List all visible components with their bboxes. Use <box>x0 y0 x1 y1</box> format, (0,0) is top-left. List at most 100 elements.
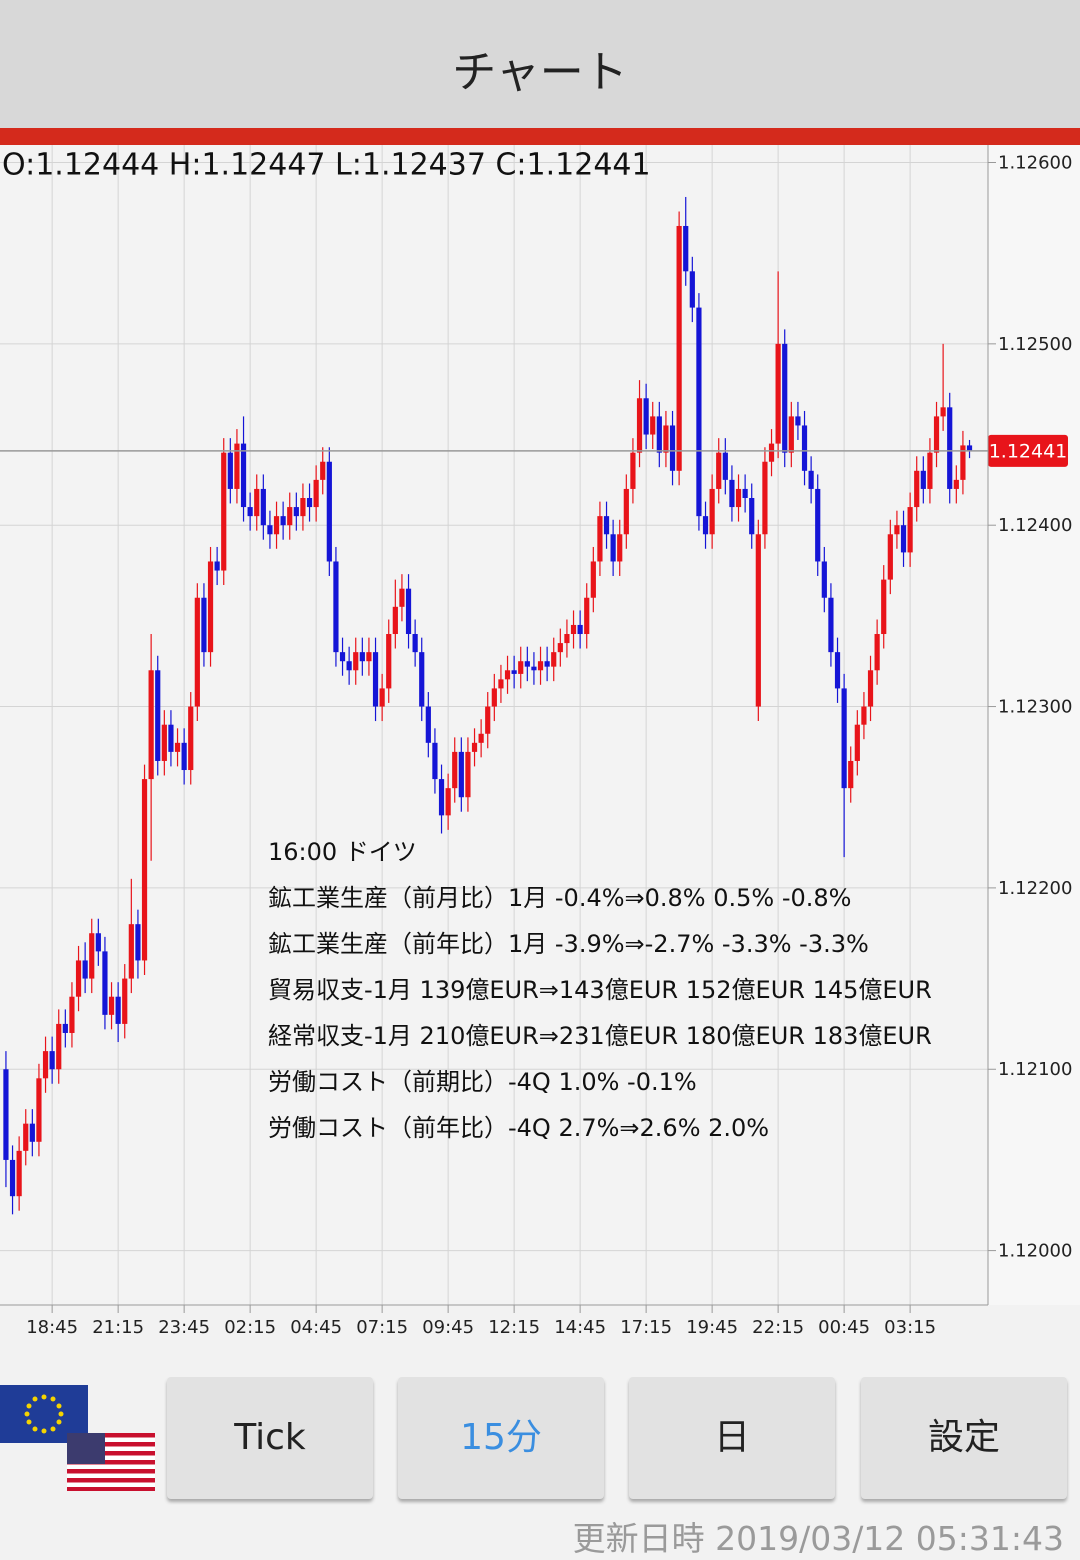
candle-body <box>590 561 596 598</box>
candle-body <box>386 634 392 689</box>
candle-body <box>141 779 148 961</box>
timeframe-button[interactable]: 設定 <box>861 1377 1067 1499</box>
candle-body <box>729 479 735 508</box>
candle-body <box>89 933 95 979</box>
x-tick-label: 12:15 <box>488 1317 540 1338</box>
y-tick-label: 1.12100 <box>998 1059 1072 1080</box>
candle-body <box>933 416 940 453</box>
candle-body <box>102 951 108 1015</box>
candle-body <box>623 488 629 535</box>
candle-body <box>485 706 491 734</box>
candle-body <box>306 498 313 508</box>
news-line: 16:00 ドイツ <box>268 838 417 866</box>
x-tick-label: 04:45 <box>290 1317 342 1338</box>
candle-body <box>207 561 214 653</box>
candle-body <box>36 1078 42 1142</box>
last-price-box <box>988 434 1068 467</box>
x-tick-label: 19:45 <box>686 1317 738 1338</box>
x-tick-label: 14:45 <box>554 1317 606 1338</box>
candle-body <box>795 416 801 426</box>
candle-body <box>346 661 352 671</box>
candle-body <box>498 679 504 689</box>
candle-body <box>867 670 874 707</box>
x-tick-label: 21:15 <box>92 1317 144 1338</box>
news-line: 労働コスト（前期比）-4Q 1.0% -0.1% <box>268 1068 697 1096</box>
candle-body <box>326 461 332 562</box>
candle-body <box>254 488 260 517</box>
candle-body <box>914 470 920 508</box>
candle-body <box>887 534 893 580</box>
candle-body <box>828 597 834 653</box>
candle-body <box>399 588 405 607</box>
candle-body <box>75 960 82 997</box>
candle-body <box>372 652 379 707</box>
candle-body <box>782 343 788 453</box>
timeframe-button[interactable]: 15分 <box>398 1377 604 1499</box>
candle-body <box>617 534 623 562</box>
candle-body <box>788 416 794 453</box>
candle-body <box>801 425 808 471</box>
candle-body <box>702 516 709 535</box>
candle-body <box>379 688 385 707</box>
y-tick-label: 1.12400 <box>998 515 1072 536</box>
candle-body <box>471 742 478 752</box>
x-tick-label: 23:45 <box>158 1317 210 1338</box>
candle-body <box>478 733 484 743</box>
candle-body <box>95 933 101 952</box>
candle-body <box>650 416 656 435</box>
candle-body <box>636 398 643 453</box>
y-tick-label: 1.12600 <box>998 153 1072 174</box>
candle-body <box>181 742 187 771</box>
candle-body <box>821 561 827 598</box>
x-tick-label: 02:15 <box>224 1317 276 1338</box>
candle-body <box>62 1023 68 1033</box>
timeframe-button[interactable]: Tick <box>167 1377 373 1499</box>
candle-body <box>881 579 887 635</box>
candle-body <box>155 670 161 761</box>
candle-body <box>504 670 511 680</box>
candle-body <box>762 461 768 535</box>
chart: 1.12441 O:1.12444 H:1.12447 L:1.12437 C:… <box>0 145 1073 1338</box>
candle-body <box>907 507 913 553</box>
candle-body <box>603 516 610 535</box>
candle-body <box>696 307 702 517</box>
us-flag <box>67 1433 155 1491</box>
candle-body <box>174 742 181 752</box>
candle-body <box>557 643 563 653</box>
candle-body <box>353 652 359 671</box>
currency-pair-flags[interactable] <box>0 1385 160 1505</box>
candle-body <box>768 443 775 462</box>
y-tick-label: 1.12300 <box>998 697 1072 718</box>
candle-body <box>518 661 524 674</box>
candle-body <box>544 661 550 667</box>
candle-body <box>122 978 128 1024</box>
candle-body <box>848 760 854 789</box>
candle-body <box>511 670 517 674</box>
y-tick-label: 1.12000 <box>998 1241 1072 1262</box>
y-tick-label: 1.12200 <box>998 878 1072 899</box>
candle-body <box>419 652 425 707</box>
x-tick-label: 17:15 <box>620 1317 672 1338</box>
candle-body <box>333 561 339 653</box>
header-bar <box>0 128 1080 145</box>
candle-body <box>16 1150 22 1197</box>
candle-body <box>9 1159 16 1197</box>
candle-body <box>432 742 438 780</box>
candle-body <box>900 525 907 553</box>
candle-body <box>161 724 167 761</box>
candle-body <box>874 634 880 671</box>
news-line: 労働コスト（前年比）-4Q 2.7%⇒2.6% 2.0% <box>268 1114 769 1142</box>
x-tick-label: 09:45 <box>422 1317 474 1338</box>
candle-body <box>412 634 418 653</box>
candle-body <box>920 470 926 489</box>
candle-body <box>537 661 544 671</box>
candle-body <box>683 225 689 272</box>
candle-body <box>115 996 121 1024</box>
candle-body <box>689 271 695 308</box>
candle-body <box>221 452 227 571</box>
candle-body <box>29 1123 35 1142</box>
timeframe-button[interactable]: 日 <box>629 1377 835 1499</box>
candle-body <box>610 534 616 562</box>
candle-body <box>841 688 847 789</box>
